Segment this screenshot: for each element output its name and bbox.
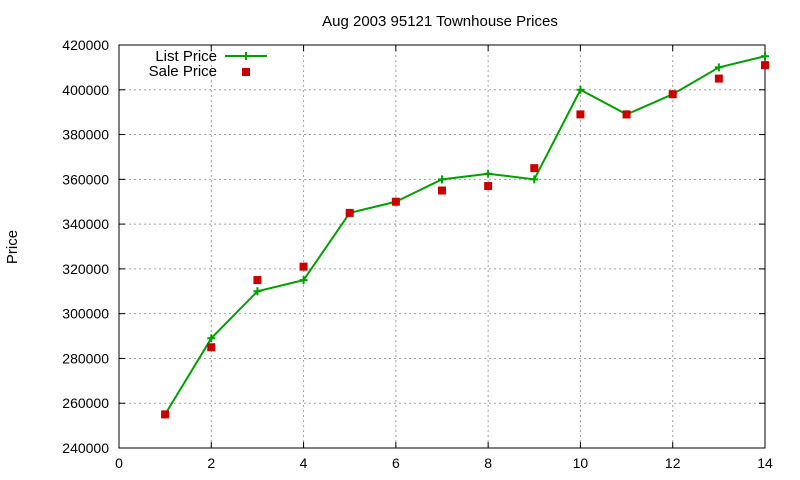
x-tick-label: 12 xyxy=(665,455,681,471)
legend-label-sale-price: Sale Price xyxy=(149,63,217,80)
list-price-point xyxy=(761,52,769,61)
grid-lines xyxy=(119,45,765,448)
sale-price-point xyxy=(253,276,262,285)
axes: 0 2 4 6 8 10 12 14 240000 260000 280000 300000 32000… xyxy=(62,37,773,471)
y-tick-label: 260000 xyxy=(62,395,109,411)
y-tick-label: 380000 xyxy=(62,127,109,143)
sale-price-point xyxy=(576,110,585,119)
sale-price-point xyxy=(161,410,170,419)
x-tick-label: 2 xyxy=(207,455,215,471)
sale-price-point xyxy=(207,343,216,352)
y-tick-label: 280000 xyxy=(62,350,109,366)
y-tick-label: 360000 xyxy=(62,171,109,187)
plot-frame xyxy=(118,44,766,449)
list-price-point xyxy=(530,175,539,184)
y-tick-label: 420000 xyxy=(62,37,109,53)
list-price-point xyxy=(299,276,308,285)
sale-price-point xyxy=(530,164,539,173)
sale-price-point xyxy=(761,61,769,70)
list-price-point xyxy=(576,85,585,94)
sale-price-point xyxy=(299,262,308,271)
sale-price-point xyxy=(345,208,354,217)
y-tick-label: 320000 xyxy=(62,261,109,277)
x-tick-label: 4 xyxy=(300,455,308,471)
series xyxy=(161,52,769,419)
legend-marker-sale-price xyxy=(242,68,250,76)
sale-price-point xyxy=(714,74,723,83)
x-tick-label: 6 xyxy=(392,455,400,471)
x-tick-label: 8 xyxy=(484,455,492,471)
list-price-point xyxy=(207,334,216,343)
x-tick-label: 10 xyxy=(573,455,589,471)
sale-price-point xyxy=(484,182,493,191)
sale-price-point xyxy=(668,90,677,99)
y-tick-label: 340000 xyxy=(62,216,109,232)
y-tick-label: 400000 xyxy=(62,82,109,98)
y-tick-label: 300000 xyxy=(62,306,109,322)
legend-marker-list-price xyxy=(242,52,250,60)
sale-price-point xyxy=(622,110,631,119)
list-price-point xyxy=(714,63,723,72)
list-price-point xyxy=(484,169,493,178)
x-tick-label: 0 xyxy=(115,455,123,471)
sale-price-point xyxy=(438,186,446,195)
list-price-line xyxy=(164,55,766,415)
y-axis-label: Price xyxy=(4,230,21,264)
y-tick-label: 240000 xyxy=(62,440,109,456)
legend-label-list-price: List Price xyxy=(155,48,217,65)
chart-title: Aug 2003 95121 Townhouse Prices xyxy=(322,13,558,30)
list-price-point xyxy=(438,175,446,184)
x-tick-label: 14 xyxy=(757,455,773,471)
sale-price-point xyxy=(391,197,400,206)
list-price-point xyxy=(253,287,262,296)
